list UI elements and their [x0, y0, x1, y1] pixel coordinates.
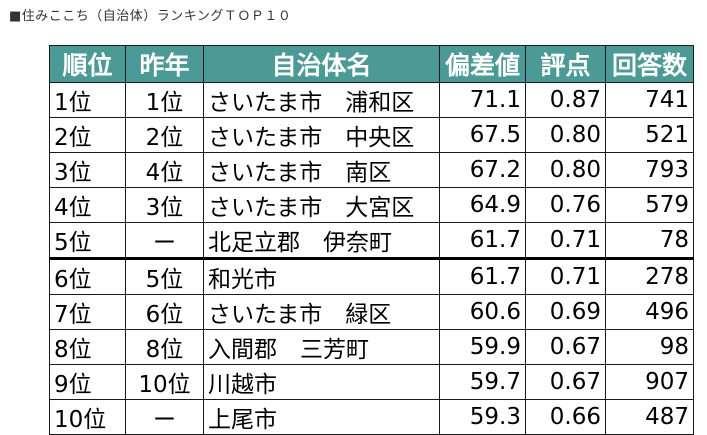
deviation-cell: 67.5 [439, 117, 526, 153]
last-year-cell: 1位 [125, 82, 204, 118]
table-row: 7位 6位 さいたま市 緑区 60.6 0.69 496 [49, 294, 694, 330]
score-cell: 0.76 [525, 187, 606, 223]
responses-cell: 521 [605, 117, 694, 153]
rank-cell: 4位 [49, 187, 126, 223]
rank-cell: 2位 [49, 117, 126, 153]
deviation-cell: 64.9 [439, 187, 526, 223]
responses-cell: 487 [605, 399, 694, 435]
rank-cell: 7位 [49, 294, 126, 330]
last-year-cell: 4位 [125, 152, 204, 188]
score-cell: 0.67 [525, 329, 606, 365]
deviation-cell: 61.7 [439, 257, 526, 295]
municipality-cell: さいたま市 南区 [203, 152, 440, 188]
last-year-cell: ー [125, 399, 204, 435]
responses-cell: 907 [605, 364, 694, 400]
responses-cell: 78 [605, 222, 694, 259]
table-row: 10位 ー 上尾市 59.3 0.66 487 [49, 399, 694, 435]
deviation-cell: 71.1 [439, 82, 526, 118]
municipality-cell: さいたま市 浦和区 [203, 82, 440, 118]
municipality-cell: 和光市 [203, 257, 440, 295]
municipality-cell: 上尾市 [203, 399, 440, 435]
rank-cell: 6位 [49, 257, 126, 295]
responses-cell: 98 [605, 329, 694, 365]
table-row: 6位 5位 和光市 61.7 0.71 278 [49, 257, 694, 295]
score-cell: 0.67 [525, 364, 606, 400]
deviation-cell: 67.2 [439, 152, 526, 188]
score-cell: 0.80 [525, 152, 606, 188]
responses-cell: 741 [605, 82, 694, 118]
last-year-cell: 3位 [125, 187, 204, 223]
last-year-cell: 8位 [125, 329, 204, 365]
header-responses: 回答数 [605, 45, 694, 83]
responses-cell: 579 [605, 187, 694, 223]
table-row: 2位 2位 さいたま市 中央区 67.5 0.80 521 [49, 117, 694, 153]
score-cell: 0.69 [525, 294, 606, 330]
responses-cell: 496 [605, 294, 694, 330]
score-cell: 0.87 [525, 82, 606, 118]
municipality-cell: さいたま市 大宮区 [203, 187, 440, 223]
table-row: 4位 3位 さいたま市 大宮区 64.9 0.76 579 [49, 187, 694, 223]
score-cell: 0.80 [525, 117, 606, 153]
table-row: 3位 4位 さいたま市 南区 67.2 0.80 793 [49, 152, 694, 188]
last-year-cell: 10位 [125, 364, 204, 400]
rank-cell: 1位 [49, 82, 126, 118]
score-cell: 0.66 [525, 399, 606, 435]
rank-cell: 3位 [49, 152, 126, 188]
table-row: 9位 10位 川越市 59.7 0.67 907 [49, 364, 694, 400]
header-last-year: 昨年 [125, 45, 204, 83]
municipality-cell: さいたま市 中央区 [203, 117, 440, 153]
municipality-cell: 川越市 [203, 364, 440, 400]
last-year-cell: 2位 [125, 117, 204, 153]
responses-cell: 793 [605, 152, 694, 188]
score-cell: 0.71 [525, 257, 606, 295]
header-rank: 順位 [49, 45, 126, 83]
deviation-cell: 59.9 [439, 329, 526, 365]
deviation-cell: 59.7 [439, 364, 526, 400]
table-header-row: 順位 昨年 自治体名 偏差値 評点 回答数 [49, 45, 694, 83]
municipality-cell: 北足立郡 伊奈町 [203, 222, 440, 259]
header-municipality: 自治体名 [203, 45, 440, 83]
deviation-cell: 59.3 [439, 399, 526, 435]
header-score: 評点 [525, 45, 606, 83]
table-row: 8位 8位 入間郡 三芳町 59.9 0.67 98 [49, 329, 694, 365]
last-year-cell: ー [125, 222, 204, 259]
deviation-cell: 60.6 [439, 294, 526, 330]
header-deviation: 偏差値 [439, 45, 526, 83]
ranking-table: 順位 昨年 自治体名 偏差値 評点 回答数 1位 1位 さいたま市 浦和区 71… [49, 45, 694, 435]
rank-cell: 5位 [49, 222, 126, 259]
score-cell: 0.71 [525, 222, 606, 259]
rank-cell: 9位 [49, 364, 126, 400]
table-row: 5位 ー 北足立郡 伊奈町 61.7 0.71 78 [49, 222, 694, 259]
last-year-cell: 5位 [125, 257, 204, 295]
rank-cell: 10位 [49, 399, 126, 435]
last-year-cell: 6位 [125, 294, 204, 330]
rank-cell: 8位 [49, 329, 126, 365]
municipality-cell: 入間郡 三芳町 [203, 329, 440, 365]
municipality-cell: さいたま市 緑区 [203, 294, 440, 330]
responses-cell: 278 [605, 257, 694, 295]
ranking-caption: ■住みここち（自治体）ランキングＴＯＰ１０ [9, 9, 292, 24]
deviation-cell: 61.7 [439, 222, 526, 259]
table-row: 1位 1位 さいたま市 浦和区 71.1 0.87 741 [49, 82, 694, 118]
